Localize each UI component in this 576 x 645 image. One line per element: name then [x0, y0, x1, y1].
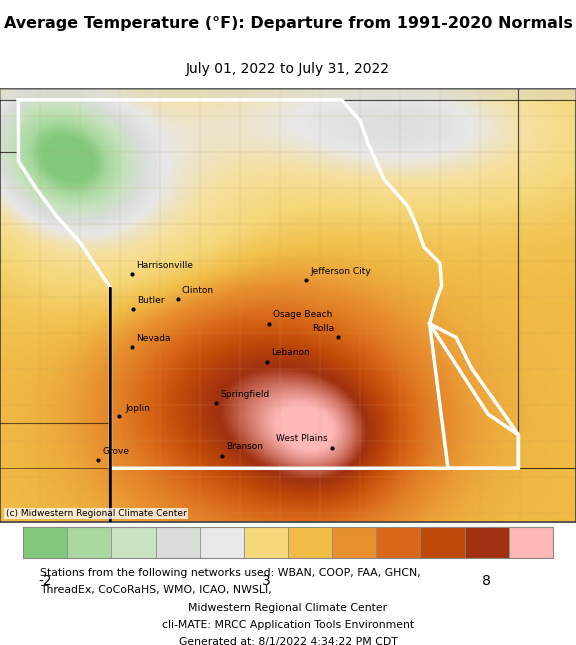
Bar — [509, 527, 553, 558]
Bar — [420, 527, 465, 558]
Text: ThreadEx, CoCoRaHS, WMO, ICAO, NWSLI,: ThreadEx, CoCoRaHS, WMO, ICAO, NWSLI, — [40, 584, 272, 595]
Text: Butler: Butler — [137, 296, 164, 305]
Text: July 01, 2022 to July 31, 2022: July 01, 2022 to July 31, 2022 — [186, 63, 390, 76]
Text: cli-MATE: MRCC Application Tools Environment: cli-MATE: MRCC Application Tools Environ… — [162, 620, 414, 630]
Bar — [67, 527, 111, 558]
Bar — [465, 527, 509, 558]
Polygon shape — [0, 89, 576, 100]
Text: 8: 8 — [482, 574, 491, 588]
Bar — [200, 527, 244, 558]
Bar — [156, 527, 200, 558]
Bar — [111, 527, 156, 558]
Text: Lebanon: Lebanon — [271, 348, 310, 357]
Text: Joplin: Joplin — [126, 404, 150, 413]
Text: Stations from the following networks used: WBAN, COOP, FAA, GHCN,: Stations from the following networks use… — [40, 568, 421, 578]
Text: Clinton: Clinton — [181, 286, 214, 295]
Bar — [288, 527, 332, 558]
Text: Osage Beach: Osage Beach — [273, 310, 332, 319]
Text: Grove: Grove — [103, 446, 130, 455]
Bar — [244, 527, 288, 558]
Text: Jefferson City: Jefferson City — [310, 267, 371, 276]
Text: Generated at: 8/1/2022 4:34:22 PM CDT: Generated at: 8/1/2022 4:34:22 PM CDT — [179, 637, 397, 645]
Text: Springfield: Springfield — [220, 390, 269, 399]
Text: Harrisonville: Harrisonville — [136, 261, 193, 270]
Text: Average Temperature (°F): Departure from 1991-2020 Normals: Average Temperature (°F): Departure from… — [3, 16, 573, 31]
Text: Rolla: Rolla — [312, 324, 335, 333]
Text: Nevada: Nevada — [136, 333, 170, 342]
Text: Midwestern Regional Climate Center: Midwestern Regional Climate Center — [188, 603, 388, 613]
Text: 3: 3 — [262, 574, 270, 588]
Text: -2: -2 — [39, 574, 52, 588]
Bar — [332, 527, 376, 558]
Text: (c) Midwestern Regional Climate Center: (c) Midwestern Regional Climate Center — [6, 509, 187, 518]
Bar — [23, 527, 67, 558]
Text: Branson: Branson — [226, 442, 263, 451]
Bar — [376, 527, 420, 558]
Text: West Plains: West Plains — [276, 434, 328, 443]
